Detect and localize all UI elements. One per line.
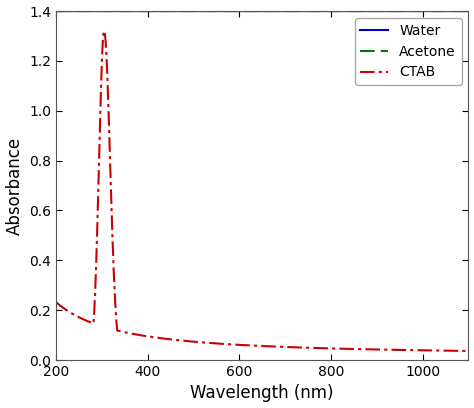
Water (457, 9, 463, 13)
CTAB (100, 36, 106, 41)
CTAB (457, 348, 463, 353)
CTAB (413, 348, 419, 353)
Acetone (229, 9, 235, 13)
Water (229, 9, 235, 13)
Water (413, 9, 419, 13)
CTAB (125, 330, 130, 335)
Acetone (413, 9, 419, 13)
CTAB (211, 341, 217, 346)
Y-axis label: Absorbance: Absorbance (6, 137, 24, 235)
Acetone (125, 9, 130, 13)
Water (465, 9, 471, 13)
Acetone (211, 9, 217, 13)
Acetone (465, 9, 471, 13)
X-axis label: Wavelength (nm): Wavelength (nm) (191, 384, 334, 402)
Water (53, 9, 59, 13)
CTAB (53, 300, 59, 305)
Legend: Water, Acetone, CTAB: Water, Acetone, CTAB (355, 18, 462, 85)
CTAB (101, 29, 107, 33)
Acetone (100, 9, 106, 13)
Acetone (457, 9, 463, 13)
Water (211, 9, 217, 13)
Water (125, 9, 130, 13)
CTAB (229, 342, 235, 347)
Water (100, 9, 106, 13)
Line: CTAB: CTAB (56, 31, 468, 351)
CTAB (465, 348, 471, 353)
Acetone (53, 9, 59, 13)
